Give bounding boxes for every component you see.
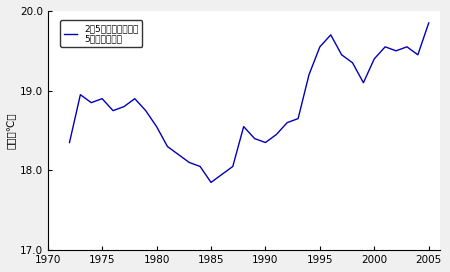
2～5月の平均水温の
5ヵ年移動平均 — [187, 161, 192, 164]
2～5月の平均水温の
5ヵ年移動平均 — [415, 53, 421, 56]
2～5月の平均水温の
5ヵ年移動平均 — [382, 45, 388, 48]
2～5月の平均水温の
5ヵ年移動平均 — [208, 181, 214, 184]
2～5月の平均水温の
5ヵ年移動平均 — [263, 141, 268, 144]
2～5月の平均水温の
5ヵ年移動平均 — [317, 45, 323, 48]
2～5月の平均水温の
5ヵ年移動平均 — [78, 93, 83, 96]
2～5月の平均水温の
5ヵ年移動平均 — [176, 153, 181, 156]
Line: 2～5月の平均水温の
5ヵ年移動平均: 2～5月の平均水温の 5ヵ年移動平均 — [69, 23, 429, 183]
2～5月の平均水温の
5ヵ年移動平均 — [284, 121, 290, 124]
2～5月の平均水温の
5ヵ年移動平均 — [198, 165, 203, 168]
2～5月の平均水温の
5ヵ年移動平均 — [252, 137, 257, 140]
2～5月の平均水温の
5ヵ年移動平均 — [154, 125, 159, 128]
2～5月の平均水温の
5ヵ年移動平均 — [165, 145, 170, 148]
2～5月の平均水温の
5ヵ年移動平均 — [306, 73, 312, 76]
2～5月の平均水温の
5ヵ年移動平均 — [99, 97, 105, 100]
Legend: 2～5月の平均水温の
5ヵ年移動平均: 2～5月の平均水温の 5ヵ年移動平均 — [60, 20, 142, 47]
2～5月の平均水温の
5ヵ年移動平均 — [328, 33, 333, 36]
2～5月の平均水温の
5ヵ年移動平均 — [230, 165, 235, 168]
2～5月の平均水温の
5ヵ年移動平均 — [121, 105, 126, 108]
2～5月の平均水温の
5ヵ年移動平均 — [67, 141, 72, 144]
2～5月の平均水温の
5ヵ年移動平均 — [89, 101, 94, 104]
2～5月の平均水温の
5ヵ年移動平均 — [143, 109, 148, 112]
2～5月の平均水温の
5ヵ年移動平均 — [274, 133, 279, 136]
2～5月の平均水温の
5ヵ年移動平均 — [339, 53, 344, 56]
2～5月の平均水温の
5ヵ年移動平均 — [110, 109, 116, 112]
2～5月の平均水温の
5ヵ年移動平均 — [132, 97, 138, 100]
2～5月の平均水温の
5ヵ年移動平均 — [241, 125, 246, 128]
2～5月の平均水温の
5ヵ年移動平均 — [404, 45, 410, 48]
2～5月の平均水温の
5ヵ年移動平均 — [295, 117, 301, 120]
2～5月の平均水温の
5ヵ年移動平均 — [426, 21, 432, 24]
2～5月の平均水温の
5ヵ年移動平均 — [361, 81, 366, 84]
2～5月の平均水温の
5ヵ年移動平均 — [393, 49, 399, 52]
Y-axis label: 水温（℃）: 水温（℃） — [7, 112, 17, 149]
2～5月の平均水温の
5ヵ年移動平均 — [219, 173, 225, 176]
2～5月の平均水温の
5ヵ年移動平均 — [372, 57, 377, 60]
2～5月の平均水温の
5ヵ年移動平均 — [350, 61, 355, 64]
